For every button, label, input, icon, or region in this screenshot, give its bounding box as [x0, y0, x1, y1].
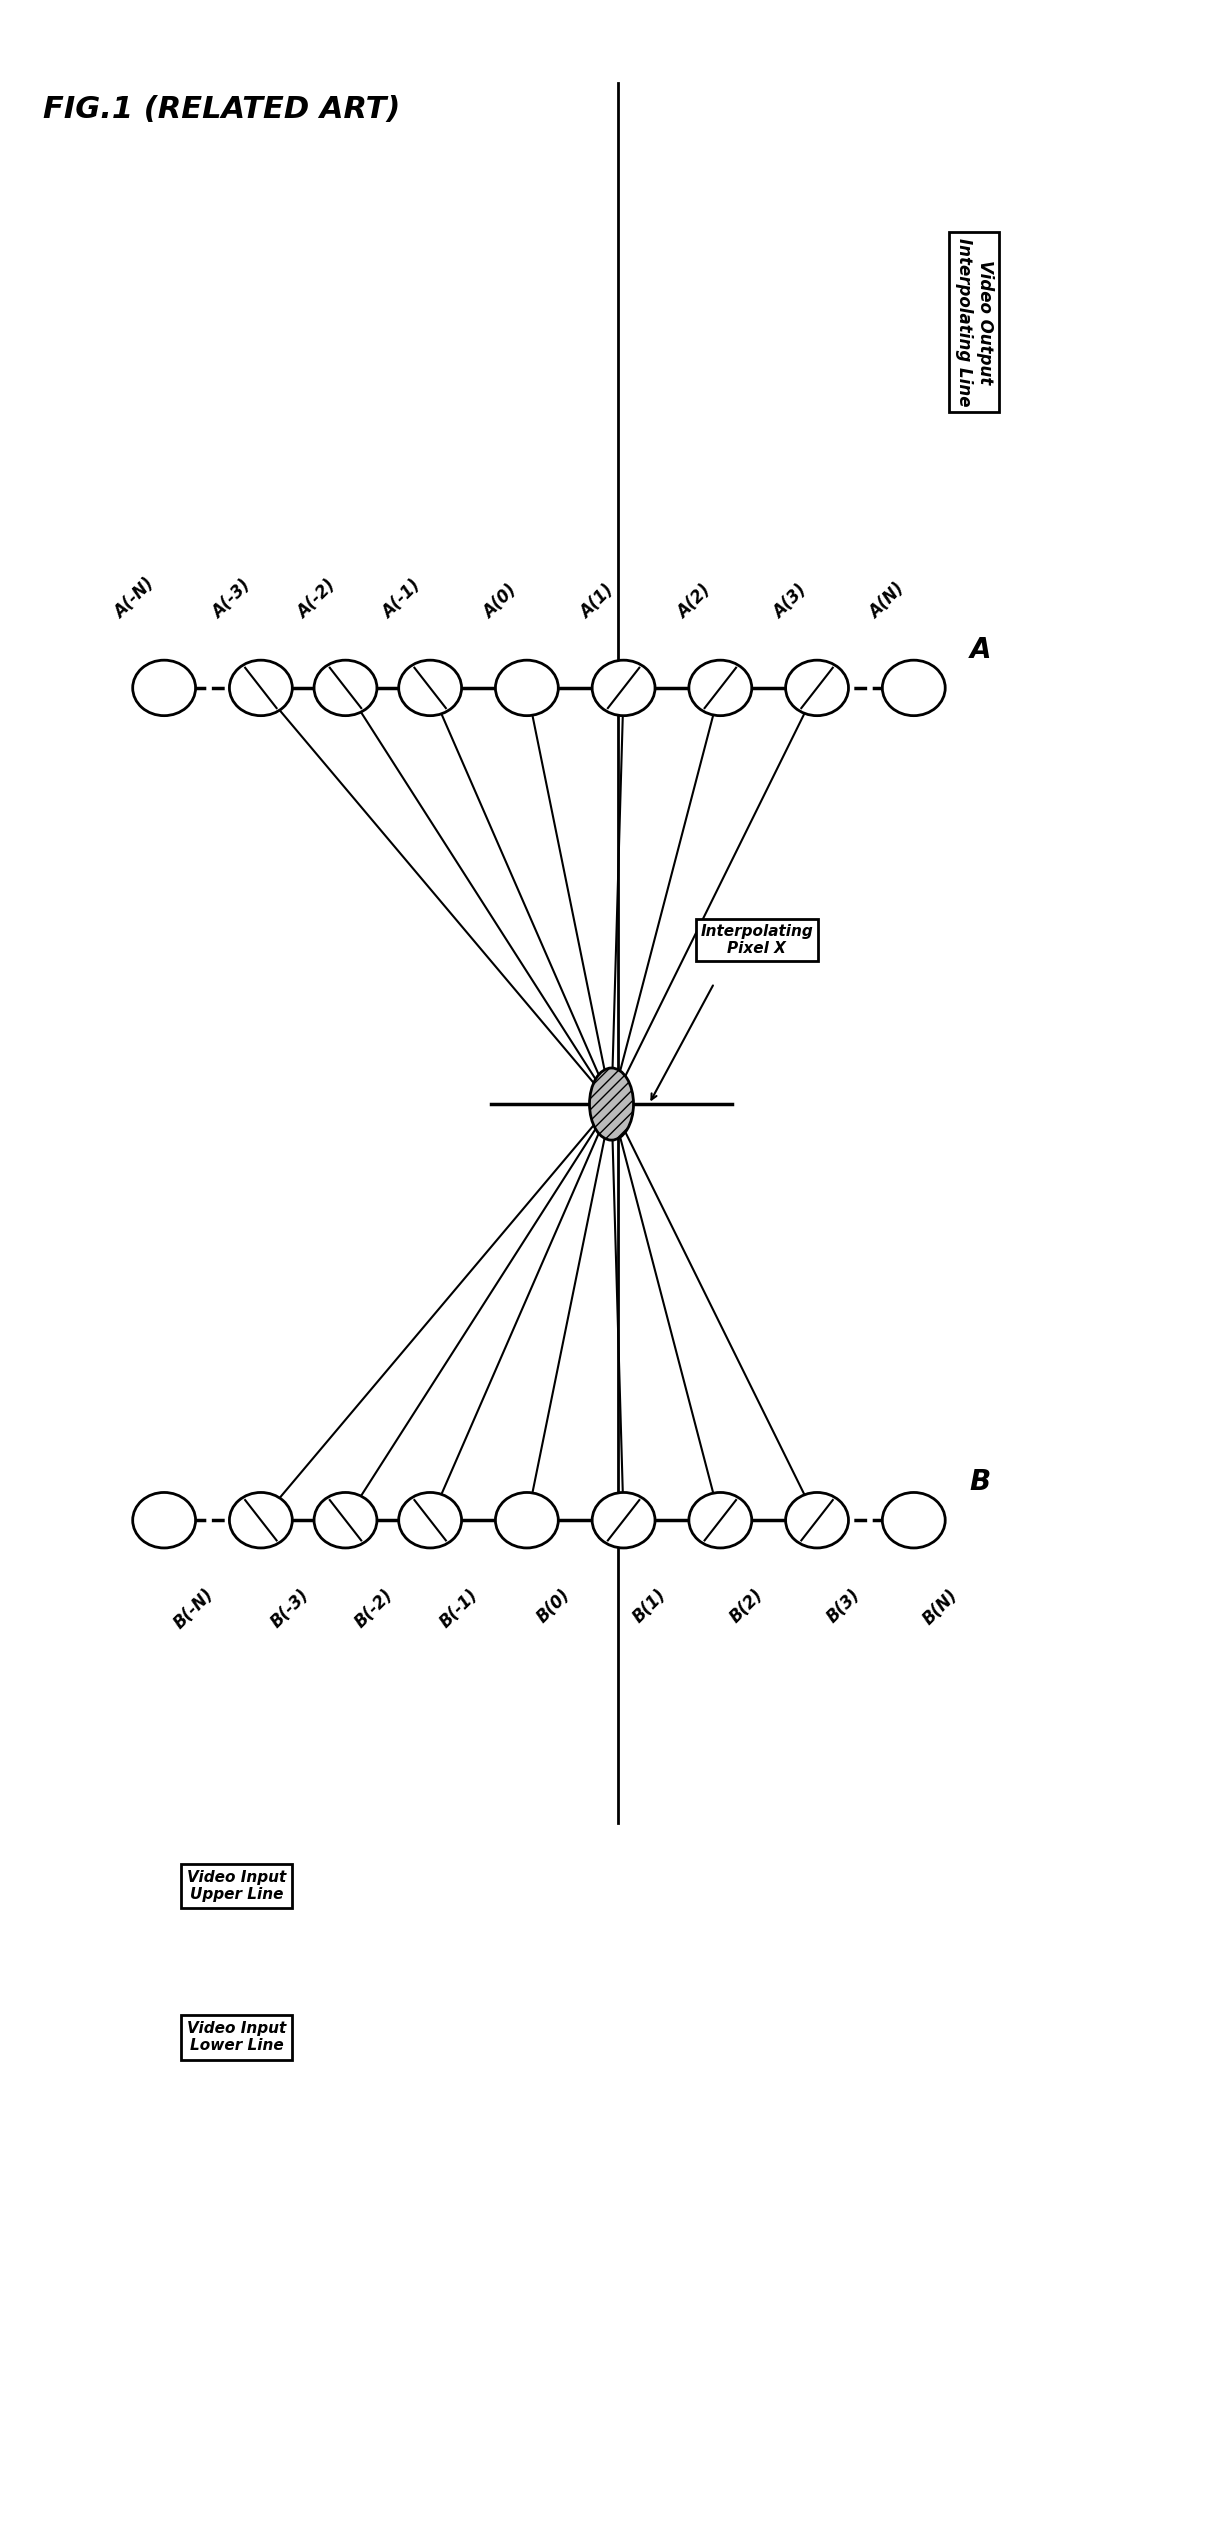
Text: B(-2): B(-2): [351, 1585, 397, 1631]
Ellipse shape: [785, 1494, 849, 1547]
Ellipse shape: [132, 1494, 196, 1547]
Ellipse shape: [230, 1494, 292, 1547]
Text: B(-N): B(-N): [170, 1585, 218, 1633]
Text: B(-3): B(-3): [267, 1585, 312, 1631]
Text: B: B: [970, 1468, 991, 1496]
Text: Video Input
Upper Line: Video Input Upper Line: [187, 1869, 286, 1902]
Text: B(3): B(3): [823, 1585, 863, 1626]
Text: B(0): B(0): [533, 1585, 574, 1626]
Text: A(-N): A(-N): [111, 576, 158, 621]
Text: B(1): B(1): [630, 1585, 670, 1626]
Text: A(1): A(1): [577, 581, 618, 621]
Ellipse shape: [495, 1494, 558, 1547]
Text: B(2): B(2): [726, 1585, 767, 1626]
Text: A(-1): A(-1): [378, 576, 424, 621]
Text: Video Input
Lower Line: Video Input Lower Line: [187, 2021, 286, 2054]
Ellipse shape: [495, 659, 558, 715]
Ellipse shape: [882, 659, 945, 715]
Ellipse shape: [592, 659, 656, 715]
Text: A(2): A(2): [674, 581, 714, 621]
Ellipse shape: [689, 659, 752, 715]
Text: A(N): A(N): [866, 581, 907, 621]
Ellipse shape: [314, 659, 377, 715]
Text: B(N): B(N): [920, 1585, 963, 1628]
Text: Interpolating
Pixel X: Interpolating Pixel X: [701, 923, 813, 956]
Ellipse shape: [589, 1068, 634, 1141]
Ellipse shape: [399, 659, 461, 715]
Ellipse shape: [592, 1494, 656, 1547]
Ellipse shape: [132, 659, 196, 715]
Ellipse shape: [230, 659, 292, 715]
Text: FIG.1 (RELATED ART): FIG.1 (RELATED ART): [43, 96, 401, 124]
Text: A(-3): A(-3): [209, 576, 254, 621]
Text: A(0): A(0): [479, 581, 521, 621]
Text: Video Output
Interpolating Line: Video Output Interpolating Line: [955, 238, 993, 406]
Text: B(-1): B(-1): [437, 1585, 482, 1631]
Text: A: A: [970, 637, 991, 664]
Text: A(3): A(3): [770, 581, 811, 621]
Ellipse shape: [314, 1494, 377, 1547]
Ellipse shape: [882, 1494, 945, 1547]
Text: A(-2): A(-2): [294, 576, 340, 621]
Ellipse shape: [689, 1494, 752, 1547]
Ellipse shape: [399, 1494, 461, 1547]
Ellipse shape: [785, 659, 849, 715]
